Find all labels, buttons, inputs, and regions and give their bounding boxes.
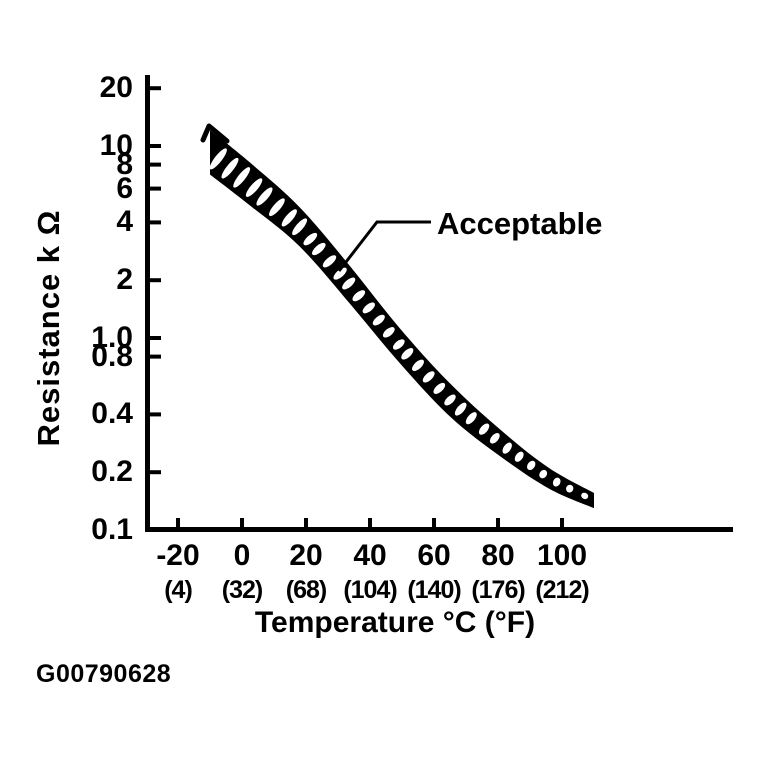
x-tick-label-celsius: 100 xyxy=(536,539,588,572)
y-axis-tick xyxy=(150,144,161,148)
band-hatch-slot xyxy=(433,382,446,394)
band-hatch-slot xyxy=(527,460,536,471)
acceptable-leader-line xyxy=(337,220,431,272)
band-hatch-slot xyxy=(422,371,435,383)
band-hatch-slot xyxy=(465,412,477,425)
y-tick-label: 0.2 xyxy=(91,455,133,489)
y-axis-tick xyxy=(150,354,161,359)
acceptable-annotation-label: Acceptable xyxy=(437,206,603,241)
y-tick-label: 2 xyxy=(116,263,133,297)
band-hatch-slot xyxy=(478,423,490,435)
band-hatch xyxy=(210,148,589,500)
x-tick-label-fahrenheit: (4) xyxy=(164,576,193,604)
y-axis-tick xyxy=(150,336,161,340)
y-tick-label: 0.1 xyxy=(91,513,133,546)
x-tick-label-fahrenheit: (176) xyxy=(471,576,525,604)
x-tick-label-fahrenheit: (140) xyxy=(407,576,461,604)
x-tick-label-celsius: 80 xyxy=(481,539,515,572)
y-axis-tick xyxy=(150,220,161,225)
y-tick-label: 10 xyxy=(99,129,133,162)
band-hatch-slot xyxy=(552,477,561,487)
y-tick-label: 8 xyxy=(116,147,133,181)
band-hatch-slot xyxy=(210,148,227,170)
y-axis-tick xyxy=(150,412,161,417)
band-hatch-slot xyxy=(401,348,414,360)
band-hatch-slot xyxy=(382,327,395,338)
band-hatch-slot xyxy=(221,157,239,179)
band-hatch-slot xyxy=(444,394,456,406)
x-tick-label-celsius: 40 xyxy=(353,539,387,572)
x-axis-tick xyxy=(560,518,564,527)
band-hatch-slot xyxy=(245,178,263,197)
band-hatch-slot xyxy=(454,402,467,416)
y-tick-label: 1.0 xyxy=(91,321,133,354)
band-hatch-slot xyxy=(352,290,366,302)
band-hatch-slot xyxy=(322,255,337,268)
y-tick-label: 0.4 xyxy=(91,397,133,431)
band-hatch-slot xyxy=(292,218,308,236)
band-tip-arrow xyxy=(200,123,230,144)
band-hatch-slot xyxy=(312,242,326,256)
y-tick-label: 20 xyxy=(99,71,133,105)
x-tick-label-celsius: 20 xyxy=(289,539,323,572)
x-axis-tick xyxy=(176,518,180,527)
band-hatch-slot xyxy=(581,492,589,500)
x-axis-tick xyxy=(368,518,372,527)
acceptable-band xyxy=(210,130,594,509)
band-hatch-slot xyxy=(333,267,347,280)
band-hatch-slot xyxy=(256,187,273,206)
y-axis-tick xyxy=(150,86,161,91)
band-hatch-slot xyxy=(269,198,285,217)
band-hatch-slot xyxy=(566,484,574,493)
x-axis-tick xyxy=(496,518,500,527)
x-tick-label-fahrenheit: (104) xyxy=(343,576,397,604)
band-hatch-slot xyxy=(233,167,251,188)
band-hatch-slot xyxy=(362,302,375,314)
x-tick-label-celsius: 0 xyxy=(233,539,251,572)
x-axis-tick xyxy=(304,518,308,527)
band-hatch-slot xyxy=(303,232,318,246)
x-tick-label-fahrenheit: (212) xyxy=(535,576,589,604)
x-axis-title: Temperature °C (°F) xyxy=(254,606,536,639)
y-tick-label: 4 xyxy=(116,205,133,239)
x-tick-label-celsius: -20 xyxy=(156,539,200,572)
band-hatch-slot xyxy=(392,339,405,350)
figure-code: G00790628 xyxy=(36,660,172,688)
band-hatch-slot xyxy=(489,433,500,444)
y-axis-tick xyxy=(150,162,161,167)
band-hatch-slot xyxy=(372,314,385,326)
x-tick-label-fahrenheit: (68) xyxy=(285,576,327,604)
y-tick-label: 6 xyxy=(116,171,133,205)
band-hatch-slot xyxy=(502,442,512,454)
x-axis-line xyxy=(145,527,733,532)
y-axis-line xyxy=(145,75,150,532)
y-axis-tick xyxy=(150,278,161,283)
band-hatch-slot xyxy=(342,277,356,290)
x-tick-label-fahrenheit: (32) xyxy=(221,576,263,604)
band-hatch-slot xyxy=(412,359,424,371)
y-axis-tick xyxy=(150,186,161,191)
x-tick-label-celsius: 60 xyxy=(417,539,451,572)
y-tick-label: 0.8 xyxy=(91,339,133,373)
y-axis-tick xyxy=(150,470,161,475)
band-hatch-slot xyxy=(281,209,297,227)
band-hatch-slot xyxy=(539,469,548,479)
band-hatch-slot xyxy=(514,451,524,462)
x-axis-tick xyxy=(240,518,244,527)
x-axis-tick xyxy=(432,518,436,527)
